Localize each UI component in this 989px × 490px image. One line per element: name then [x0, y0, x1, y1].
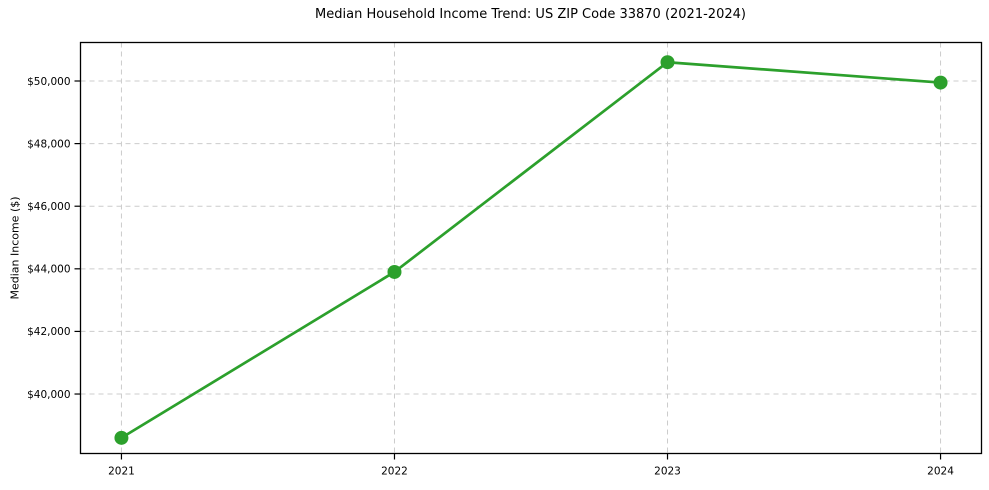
- x-tick-label: 2021: [108, 466, 135, 478]
- y-tick-label: $46,000: [27, 201, 70, 213]
- y-tick-label: $44,000: [27, 264, 70, 276]
- data-point: [660, 55, 675, 70]
- series-line: [120, 60, 942, 440]
- x-tick-label: 2024: [927, 466, 954, 478]
- data-point: [933, 75, 948, 90]
- x-tick-label: 2022: [381, 466, 408, 478]
- y-tick-label: $50,000: [27, 76, 70, 88]
- y-axis-label: Median Income ($): [8, 196, 22, 300]
- y-tick-label: $40,000: [27, 389, 70, 401]
- y-tick-label: $48,000: [27, 138, 70, 150]
- x-tick-label: 2023: [654, 466, 681, 478]
- data-point: [114, 430, 129, 445]
- data-point: [387, 264, 402, 279]
- y-tick-label: $42,000: [27, 326, 70, 338]
- chart-title: Median Household Income Trend: US ZIP Co…: [315, 7, 746, 22]
- axis-frame: [79, 41, 983, 455]
